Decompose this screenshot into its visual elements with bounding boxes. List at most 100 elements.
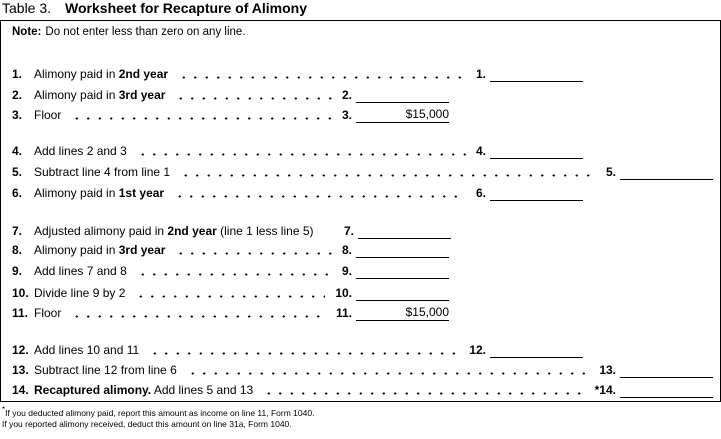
worksheet-line: 1. Alimony paid in 2nd year 1. xyxy=(12,66,583,82)
label-text: Subtract line 12 from line 6 xyxy=(34,363,177,377)
line-reference: 1. xyxy=(475,67,486,81)
line-reference: 3. xyxy=(341,108,352,122)
table-label: Table 3. xyxy=(2,0,52,16)
line-label: Add lines 10 and 11 xyxy=(34,343,139,358)
line-reference: 11. xyxy=(335,306,352,320)
line-reference: 2. xyxy=(341,88,352,102)
answer-value: $15,000 xyxy=(405,305,449,319)
footnote: *If you deducted alimony paid, report th… xyxy=(2,405,314,418)
answer-field xyxy=(356,285,449,301)
line-reference: 5. xyxy=(605,165,616,179)
dot-leader xyxy=(71,315,326,318)
label-text: Alimony paid in xyxy=(34,88,119,102)
line-number: 3. xyxy=(12,108,23,122)
line-reference: 12. xyxy=(469,343,486,357)
line-number: 6. xyxy=(12,186,23,200)
title-bar: Table 3. Worksheet for Recapture of Alimo… xyxy=(2,0,307,16)
line-label: Add lines 2 and 3 xyxy=(34,144,127,159)
line-reference: 6. xyxy=(475,186,486,200)
line-number: 13. xyxy=(12,363,29,377)
line-label: Recaptured alimony. Add lines 5 and 13 xyxy=(34,383,253,398)
worksheet-line: 12. Add lines 10 and 11 12. xyxy=(12,342,583,358)
line-label: Floor xyxy=(34,108,61,123)
worksheet-line: 8. Alimony paid in 3rd year 8. xyxy=(12,242,449,258)
worksheet-line: 13. Subtract line 12 from line 6 13. xyxy=(12,362,713,378)
label-text: Recaptured alimony. xyxy=(34,383,152,397)
answer-field: $15,000 xyxy=(356,107,449,123)
label-text: Subtract line 4 from line 1 xyxy=(34,165,171,179)
line-label: Alimony paid in 3rd year xyxy=(34,88,165,103)
worksheet-line: 10. Divide line 9 by 2 10. xyxy=(12,285,449,301)
label-text: Alimony paid in xyxy=(34,67,119,81)
answer-value: $15,000 xyxy=(405,107,449,121)
line-number: 2. xyxy=(12,88,23,102)
line-reference: 8. xyxy=(341,243,352,257)
line-number: 9. xyxy=(12,264,23,278)
answer-field xyxy=(358,223,452,239)
dot-leader xyxy=(175,252,332,255)
answer-field xyxy=(490,143,583,159)
worksheet-line: 14. Recaptured alimony. Add lines 5 and 1… xyxy=(12,382,713,398)
label-text: 2nd year xyxy=(118,67,169,81)
answer-field: $15,000 xyxy=(356,305,449,321)
label-text: Alimony paid in xyxy=(34,243,119,257)
note: Note: Do not enter less than zero on any … xyxy=(12,26,245,38)
line-reference: *14. xyxy=(594,383,616,397)
line-label: Adjusted alimony paid in 2nd year (line … xyxy=(34,224,324,239)
label-text: Adjusted alimony paid in xyxy=(34,224,168,238)
answer-field xyxy=(490,185,583,201)
label-text: Add lines 7 and 8 xyxy=(34,264,127,278)
line-number: 14. xyxy=(12,383,29,397)
worksheet-line: 3. Floor 3. $15,000 xyxy=(12,107,449,123)
line-label: Alimony paid in 2nd year xyxy=(34,67,168,82)
line-label: Divide line 9 by 2 xyxy=(34,286,125,301)
dot-leader xyxy=(174,195,466,198)
dot-leader xyxy=(178,76,466,79)
dot-leader xyxy=(263,392,585,395)
label-text: Floor xyxy=(34,306,62,320)
footnote-text: If you deducted alimony paid, report thi… xyxy=(5,407,315,418)
answer-field xyxy=(356,242,449,258)
line-label: Alimony paid in 3rd year xyxy=(34,243,165,258)
dot-leader xyxy=(71,117,332,120)
footnote: If you reported alimony received, deduct… xyxy=(2,419,292,429)
label-text: Add lines 5 and 13 xyxy=(151,383,254,397)
line-reference: 4. xyxy=(475,144,486,158)
footnote-marker: * xyxy=(2,405,6,414)
line-reference: 13. xyxy=(599,363,616,377)
line-label: Alimony paid in 1st year xyxy=(34,186,164,201)
line-number: 12. xyxy=(12,343,29,357)
answer-field xyxy=(490,66,583,82)
worksheet-line: 4. Add lines 2 and 3 4. xyxy=(12,143,583,159)
label-text: Divide line 9 by 2 xyxy=(34,286,126,300)
line-number: 11. xyxy=(12,306,29,320)
dot-leader xyxy=(186,372,590,375)
line-label: Subtract line 12 from line 6 xyxy=(34,363,177,378)
label-text: Floor xyxy=(34,108,62,122)
line-label: Add lines 7 and 8 xyxy=(34,264,127,279)
label-text: (line 1 less line 5) xyxy=(216,224,314,238)
line-label: Floor xyxy=(34,306,61,321)
answer-field xyxy=(356,87,449,103)
dot-leader xyxy=(180,174,596,177)
label-text: 1st year xyxy=(118,186,165,200)
label-text: Add lines 2 and 3 xyxy=(34,144,127,158)
label-text: 3rd year xyxy=(118,243,166,257)
label-text: Alimony paid in xyxy=(34,186,119,200)
note-label: Note: xyxy=(12,26,42,38)
answer-field xyxy=(620,382,713,398)
table-title: Worksheet for Recapture of Alimony xyxy=(65,0,307,16)
answer-field xyxy=(620,164,713,180)
worksheet-line: 6. Alimony paid in 1st year 6. xyxy=(12,185,583,201)
worksheet-line: 5. Subtract line 4 from line 1 5. xyxy=(12,164,713,180)
line-number: 4. xyxy=(12,144,23,158)
line-reference: 9. xyxy=(341,264,352,278)
line-reference: 7. xyxy=(344,224,355,238)
worksheet-line: 11. Floor 11. $15,000 xyxy=(12,305,449,321)
line-number: 8. xyxy=(12,243,23,257)
dot-leader xyxy=(136,153,466,156)
line-label: Subtract line 4 from line 1 xyxy=(34,165,170,180)
label-text: 2nd year xyxy=(167,224,217,238)
note-text: Do not enter less than zero on any line. xyxy=(45,26,246,38)
